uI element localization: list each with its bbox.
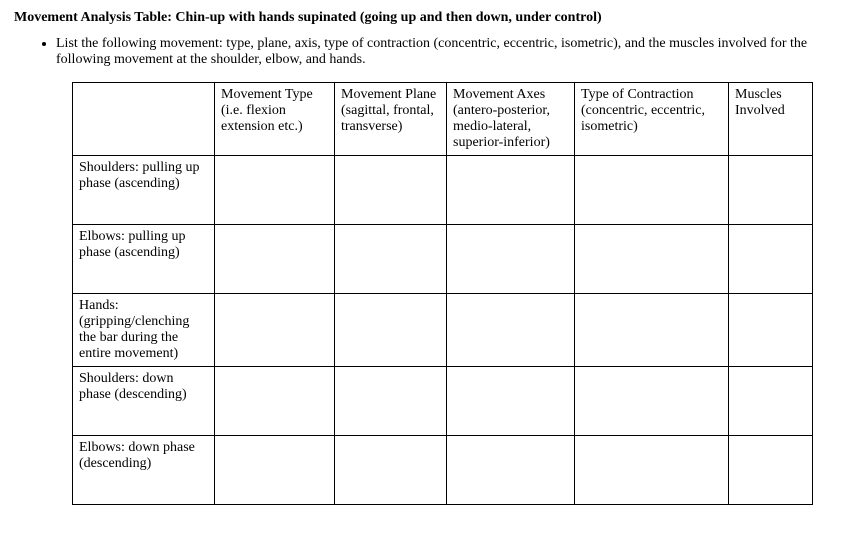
movement-analysis-table: Movement Type (i.e. flexion extension et… — [72, 82, 813, 505]
table-cell — [335, 367, 447, 436]
table-cell — [335, 436, 447, 505]
table-cell — [335, 156, 447, 225]
table-cell — [575, 367, 729, 436]
table-cell — [729, 367, 813, 436]
table-cell — [215, 436, 335, 505]
table-cell — [447, 367, 575, 436]
table-header-col-1: Movement Type (i.e. flexion extension et… — [215, 83, 335, 156]
table-row: Hands: (gripping/clenching the bar durin… — [73, 294, 813, 367]
row-label: Shoulders: pulling up phase (ascending) — [73, 156, 215, 225]
table-cell — [447, 225, 575, 294]
table-cell — [215, 367, 335, 436]
table-cell — [215, 156, 335, 225]
table-header-empty — [73, 83, 215, 156]
table-cell — [215, 294, 335, 367]
page-title: Movement Analysis Table: Chin-up with ha… — [14, 10, 832, 26]
table-cell — [575, 225, 729, 294]
table-cell — [575, 294, 729, 367]
table-header: Movement Type (i.e. flexion extension et… — [73, 83, 813, 156]
table-header-col-5: Muscles Involved — [729, 83, 813, 156]
row-label: Elbows: down phase (descending) — [73, 436, 215, 505]
table-cell — [729, 225, 813, 294]
table-cell — [335, 225, 447, 294]
table-row: Elbows: pulling up phase (ascending) — [73, 225, 813, 294]
table-header-col-3: Movement Axes (antero-posterior, medio-l… — [447, 83, 575, 156]
table-cell — [729, 436, 813, 505]
table-cell — [215, 225, 335, 294]
row-label: Hands: (gripping/clenching the bar durin… — [73, 294, 215, 367]
document-page: Movement Analysis Table: Chin-up with ha… — [0, 0, 846, 525]
table-header-row: Movement Type (i.e. flexion extension et… — [73, 83, 813, 156]
instruction-item: List the following movement: type, plane… — [56, 36, 832, 68]
row-label: Shoulders: down phase (descending) — [73, 367, 215, 436]
table-row: Shoulders: down phase (descending) — [73, 367, 813, 436]
table-cell — [729, 294, 813, 367]
table-cell — [575, 156, 729, 225]
table-cell — [335, 294, 447, 367]
table-cell — [447, 436, 575, 505]
table-body: Shoulders: pulling up phase (ascending) … — [73, 156, 813, 505]
table-row: Shoulders: pulling up phase (ascending) — [73, 156, 813, 225]
instruction-list: List the following movement: type, plane… — [14, 36, 832, 68]
table-cell — [447, 294, 575, 367]
row-label: Elbows: pulling up phase (ascending) — [73, 225, 215, 294]
table-cell — [729, 156, 813, 225]
table-cell — [447, 156, 575, 225]
table-wrapper: Movement Type (i.e. flexion extension et… — [14, 82, 832, 505]
table-cell — [575, 436, 729, 505]
table-header-col-4: Type of Contraction (concentric, eccentr… — [575, 83, 729, 156]
table-row: Elbows: down phase (descending) — [73, 436, 813, 505]
table-header-col-2: Movement Plane (sagittal, frontal, trans… — [335, 83, 447, 156]
